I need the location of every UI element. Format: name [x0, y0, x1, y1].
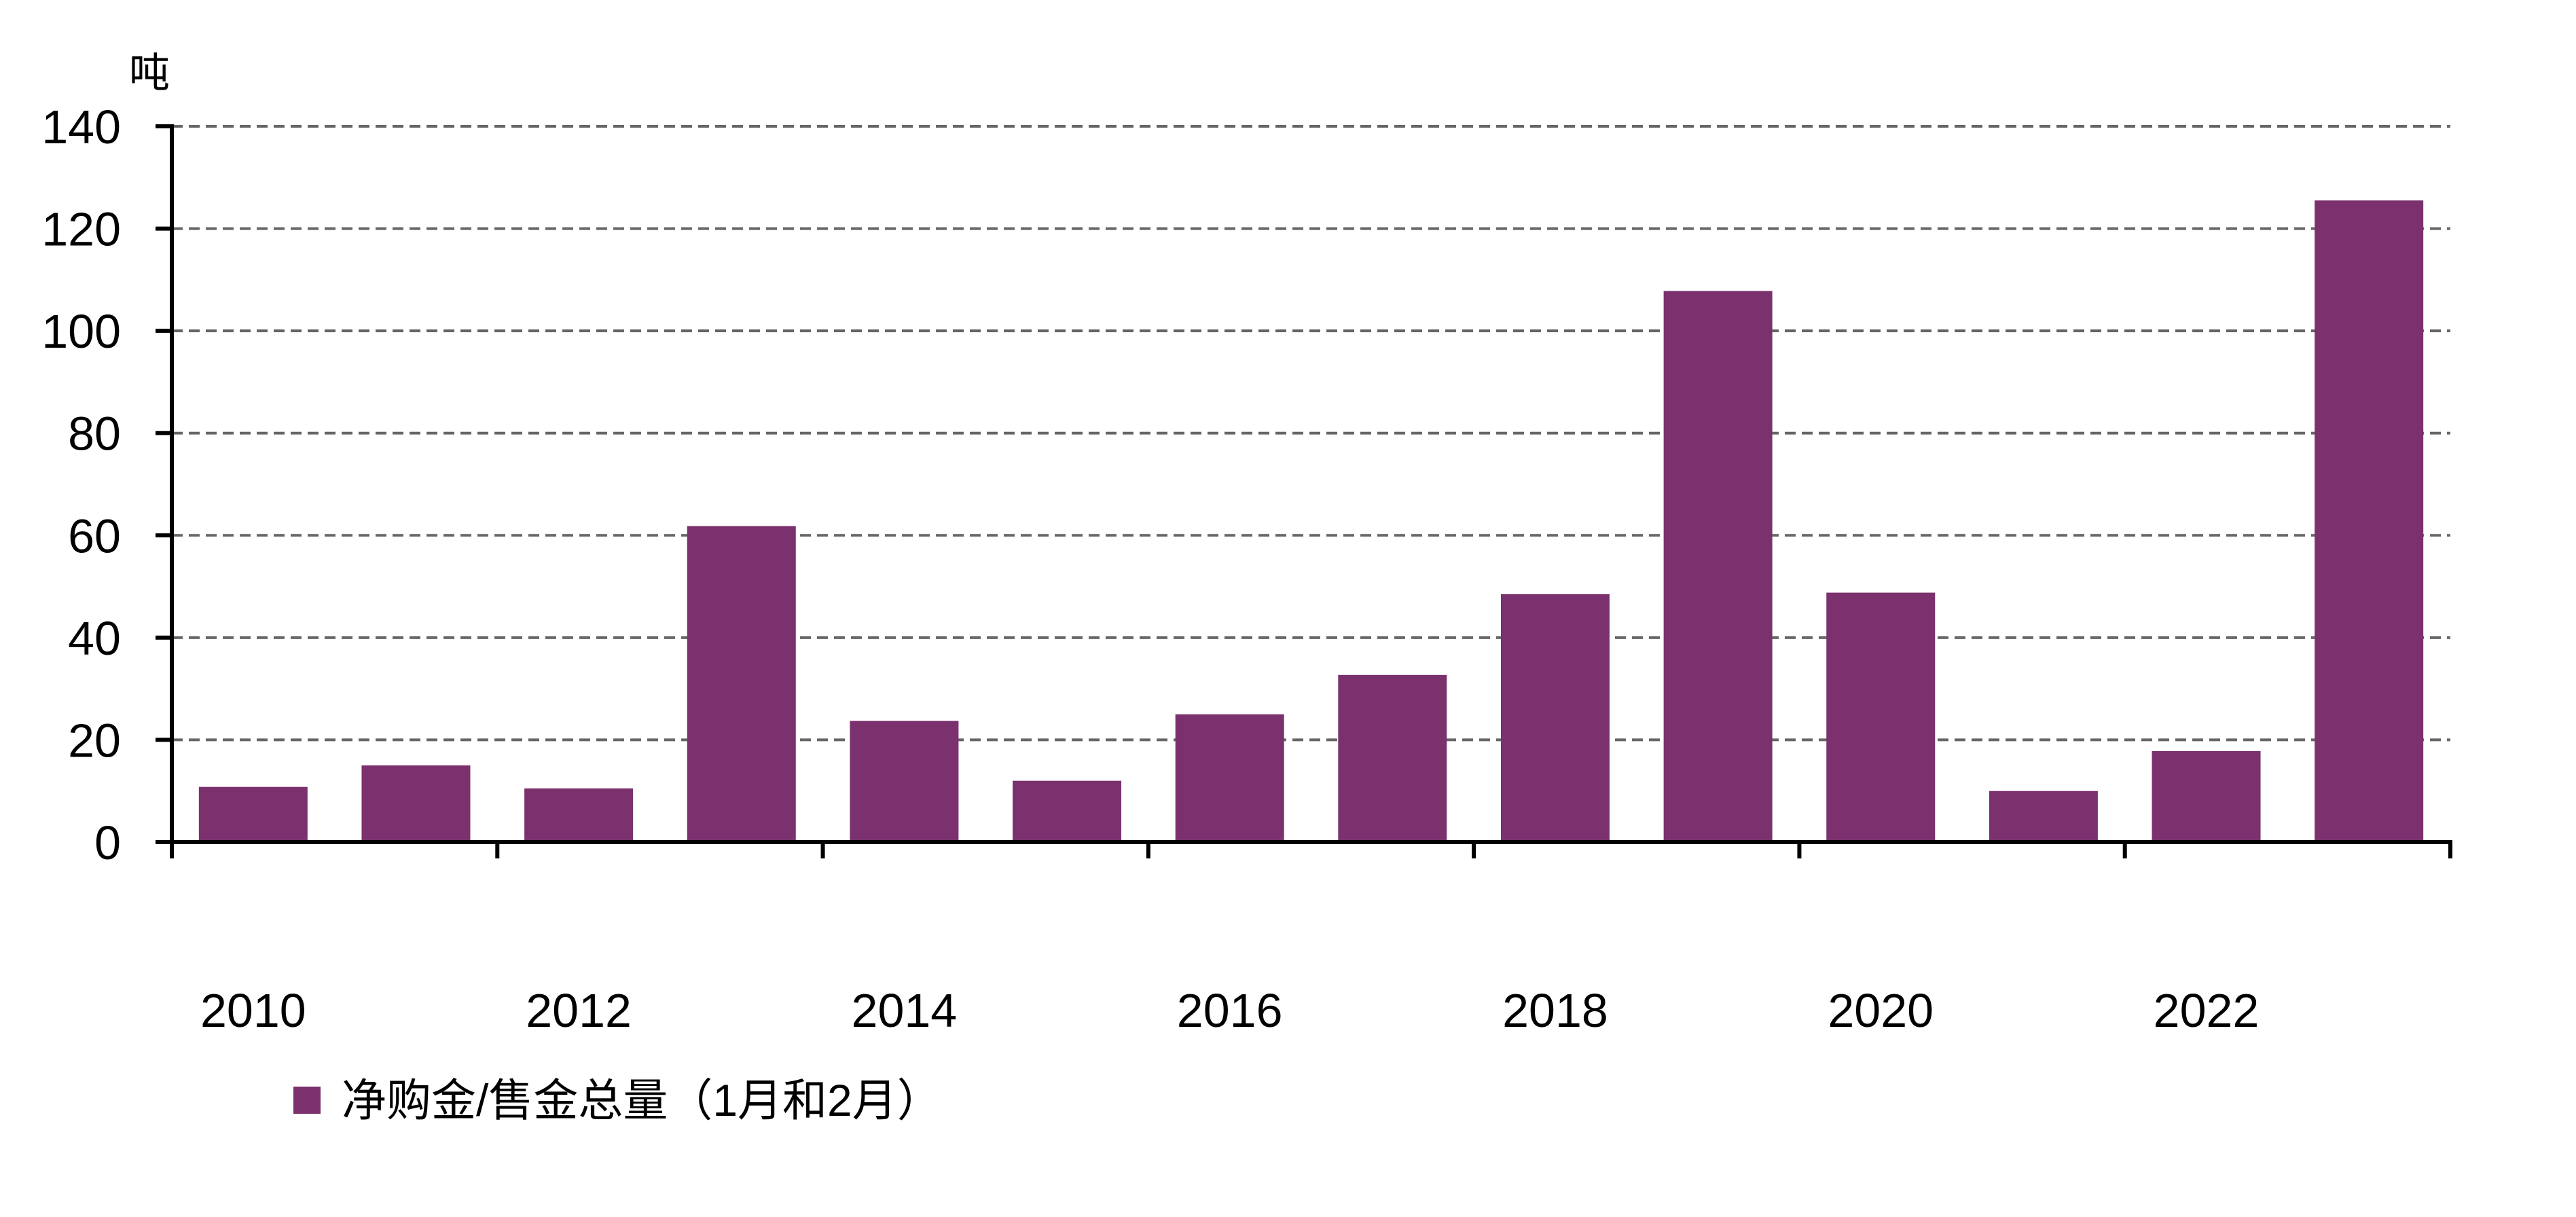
bar-2013: [687, 526, 796, 842]
bar-2011: [361, 765, 471, 842]
x-tick-label: 2022: [2154, 984, 2260, 1037]
bars: [198, 200, 2424, 842]
y-axis-unit-label: 吨: [129, 50, 170, 96]
bar-2015: [1013, 780, 1122, 842]
gridlines: [172, 125, 2450, 742]
y-tick-labels: 0 20 40 60 80 100 120 140: [41, 101, 121, 869]
y-tick-label: 120: [41, 203, 121, 256]
legend-swatch: [293, 1087, 321, 1114]
axes: [156, 124, 2452, 858]
bar-2022: [2152, 750, 2261, 842]
y-tick-label: 40: [68, 612, 121, 665]
y-tick-label: 0: [94, 816, 121, 869]
bar-2018: [1500, 594, 1610, 842]
x-tick-labels: 2010 2012 2014 2016 2018 2020 2022: [200, 984, 2259, 1037]
x-tick-label: 2010: [200, 984, 306, 1037]
bar-2017: [1338, 674, 1447, 842]
y-tick-label: 100: [41, 305, 121, 358]
legend: 净购金/售金总量（1月和2月）: [293, 1075, 942, 1125]
x-tick-label: 2012: [526, 984, 632, 1037]
x-tick-label: 2016: [1177, 984, 1283, 1037]
bar-2012: [524, 788, 634, 842]
bar-2016: [1175, 714, 1284, 842]
bar-2010: [198, 786, 308, 842]
x-tick-label: 2018: [1502, 984, 1608, 1037]
bar-2019: [1663, 291, 1773, 842]
x-tick-label: 2014: [852, 984, 958, 1037]
y-tick-label: 20: [68, 714, 121, 767]
bar-2021: [1989, 791, 2098, 842]
y-tick-label: 80: [68, 407, 121, 460]
bar-2023: [2315, 200, 2424, 842]
bar-2020: [1826, 592, 1936, 842]
bar-2014: [850, 721, 959, 842]
y-tick-label: 140: [41, 101, 121, 153]
x-tick-label: 2020: [1828, 984, 1934, 1037]
y-tick-label: 60: [68, 509, 121, 562]
legend-label: 净购金/售金总量（1月和2月）: [342, 1075, 942, 1125]
